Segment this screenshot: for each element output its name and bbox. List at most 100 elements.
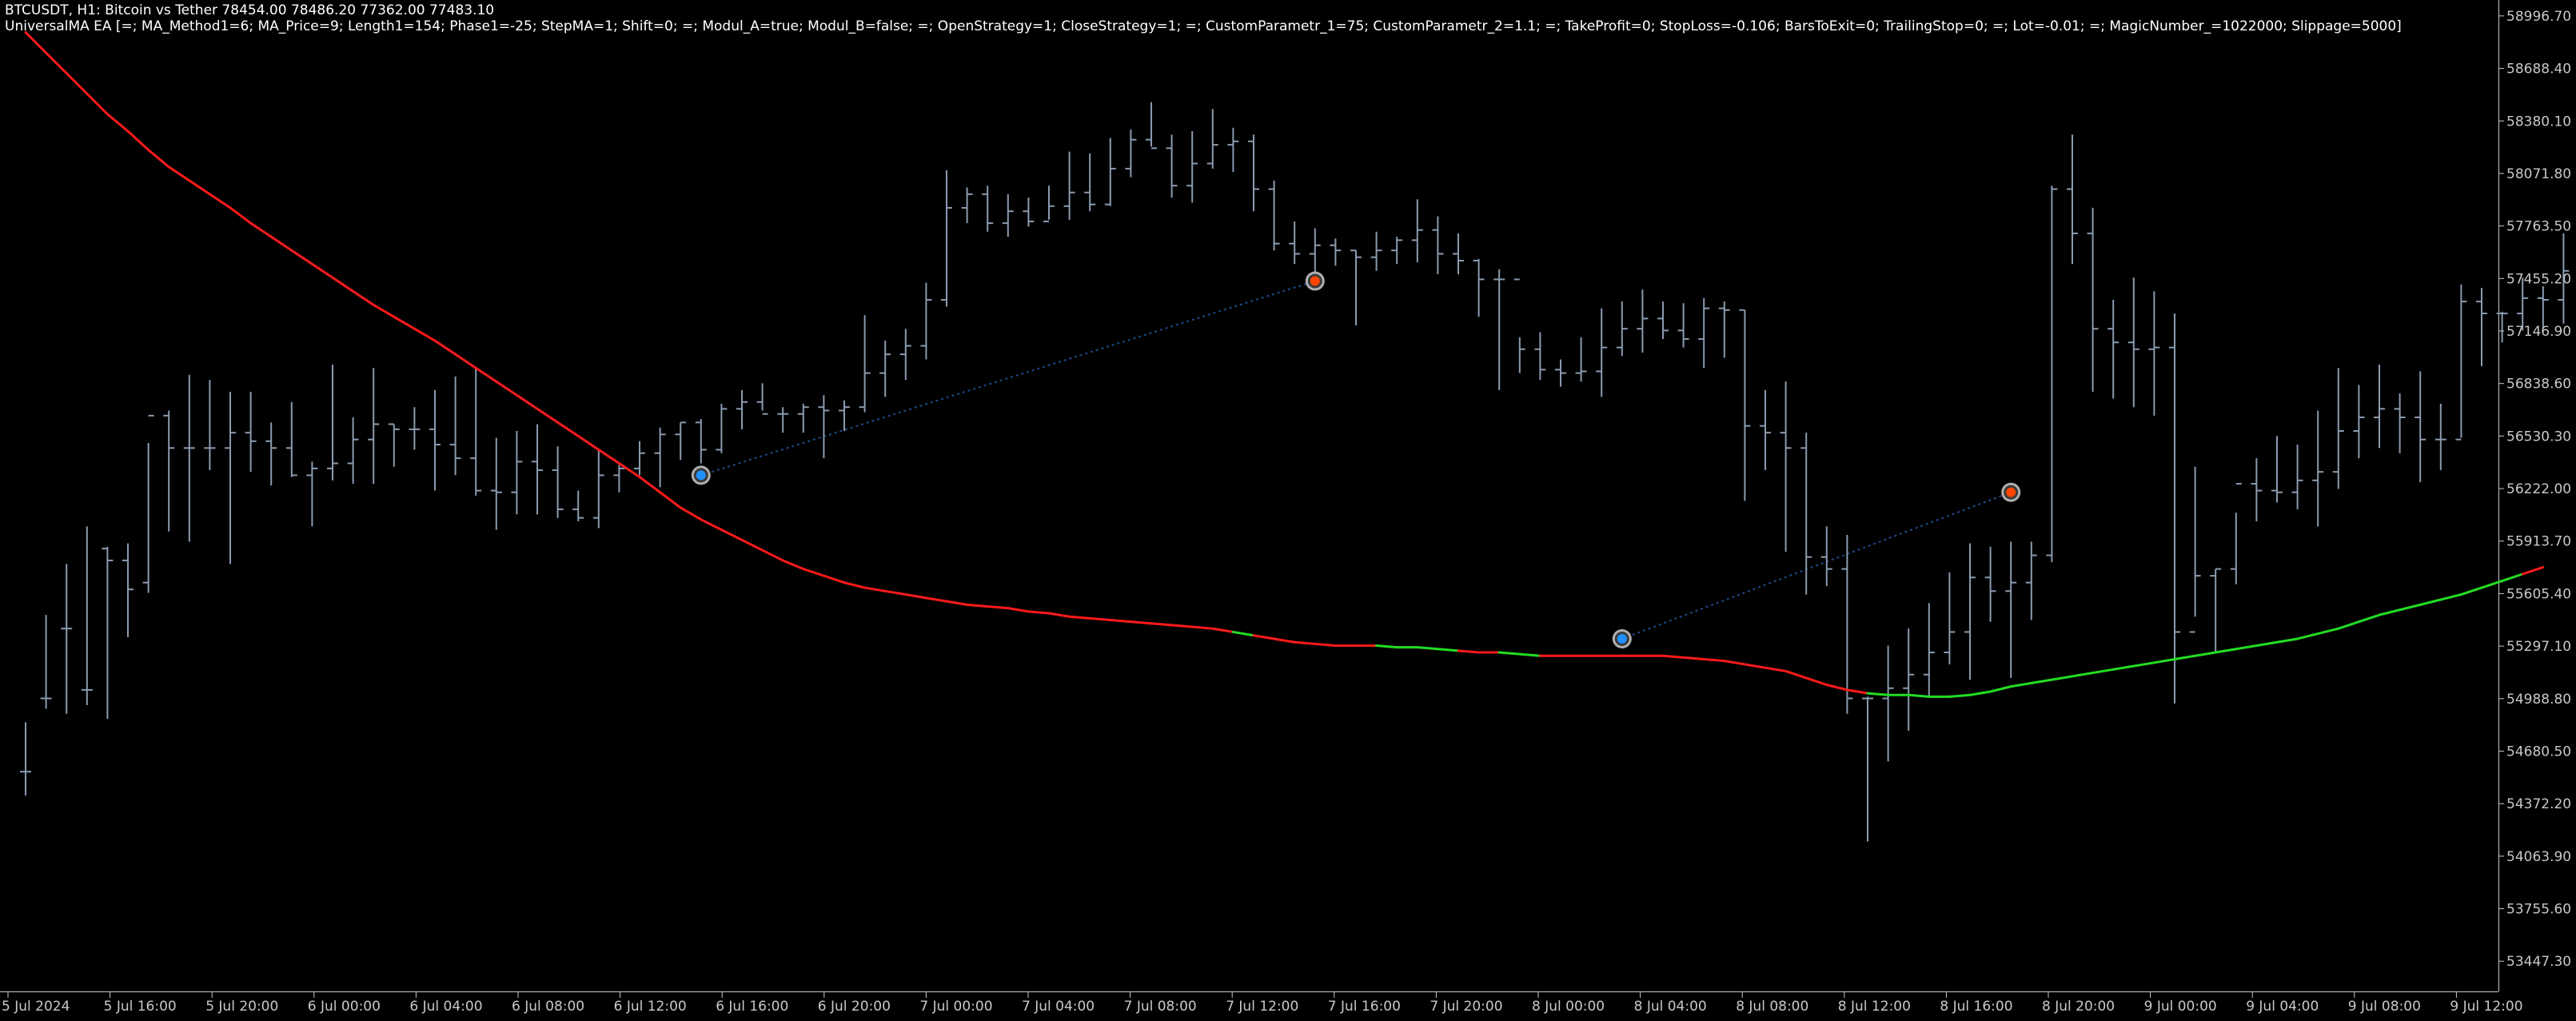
- time-tick-label: 6 Jul 12:00: [614, 999, 687, 1015]
- ohlc-bar: [2067, 134, 2078, 265]
- ma-segment: [208, 193, 232, 209]
- ma-segment: [945, 600, 969, 606]
- ohlc-bar: [797, 403, 809, 433]
- ma-segment: [1068, 615, 1091, 620]
- ma-segment: [1027, 610, 1051, 615]
- ma-segment: [167, 166, 191, 182]
- price-axis[interactable]: 58996.70 58688.40 58380.10 58071.80 57763.50…: [2498, 9, 2571, 970]
- ohlc-bar: [2046, 185, 2058, 563]
- ohlc-bar: [1657, 301, 1669, 339]
- trade-close-marker[interactable]: [1305, 271, 1325, 291]
- ohlc-bar: [368, 368, 380, 485]
- ohlc-bar: [1575, 337, 1587, 382]
- ohlc-bar: [306, 461, 318, 527]
- ma-segment: [1436, 648, 1460, 652]
- ma-segment: [2459, 586, 2483, 596]
- ohlc-bar: [2251, 458, 2263, 521]
- ohlc-bar: [1370, 231, 1382, 271]
- ohlc-bar: [1718, 301, 1730, 358]
- ma-segment: [966, 603, 989, 608]
- ohlc-bar: [327, 364, 338, 481]
- ma-segment: [802, 568, 825, 577]
- trade-close-marker[interactable]: [2001, 482, 2021, 502]
- ma-segment: [413, 327, 437, 342]
- ohlc-bar: [2537, 285, 2549, 329]
- ma-segment: [822, 574, 846, 584]
- ma-segment: [2480, 580, 2504, 589]
- price-tick-label: 55605.40: [2506, 586, 2571, 602]
- ma-segment: [2439, 593, 2462, 601]
- time-tick-label: 6 Jul 00:00: [308, 999, 381, 1015]
- ma-segment: [700, 518, 723, 532]
- ohlc-bar: [2332, 368, 2344, 489]
- ohlc-bar: [142, 414, 154, 593]
- price-tick-label: 56530.30: [2506, 429, 2571, 445]
- ohlc-bar: [879, 341, 891, 397]
- time-tick-label: 5 Jul 2024: [2, 999, 70, 1015]
- ma-segment: [352, 289, 375, 306]
- ma-segment: [331, 276, 355, 293]
- ohlc-bar: [1063, 151, 1075, 220]
- ma-segment: [126, 130, 150, 151]
- ohlc-bar: [532, 424, 543, 515]
- ohlc-bar: [1411, 199, 1423, 263]
- ma-segment: [1743, 663, 1767, 669]
- trade-open-marker[interactable]: [691, 465, 711, 485]
- ohlc-bar: [736, 389, 748, 429]
- ma-segment: [1845, 688, 1869, 695]
- ohlc-bar: [2353, 385, 2365, 459]
- ohlc-bar: [1513, 278, 1525, 373]
- ohlc-bar: [1453, 233, 1464, 275]
- ohlc-bar: [654, 427, 666, 488]
- ohlc-bar: [634, 441, 645, 476]
- time-tick-label: 7 Jul 04:00: [1022, 999, 1095, 1015]
- ma-segment: [1661, 654, 1685, 659]
- ma-segment: [1825, 683, 1848, 692]
- ohlc-bar: [245, 392, 257, 473]
- time-tick-label: 8 Jul 16:00: [1940, 999, 2012, 1015]
- ohlc-bar: [941, 170, 952, 307]
- trade-open-marker[interactable]: [1612, 628, 1632, 648]
- ma-segment: [1190, 625, 1214, 630]
- ma-segment: [2357, 613, 2381, 624]
- time-tick-label: 9 Jul 08:00: [2348, 999, 2421, 1015]
- ma-segment: [2111, 664, 2135, 671]
- ohlc-bar: [1760, 389, 1771, 471]
- time-tick-label: 7 Jul 12:00: [1226, 999, 1298, 1015]
- ohlc-bar: [1206, 109, 1218, 169]
- price-tick-label: 53447.30: [2506, 954, 2571, 970]
- time-tick-label: 8 Jul 00:00: [1532, 999, 1605, 1015]
- price-tick-label: 54372.20: [2506, 796, 2571, 812]
- ohlc-bar: [388, 423, 400, 467]
- marker-dot: [2006, 487, 2016, 497]
- ohlc-bar: [2517, 277, 2529, 331]
- ohlc-bar: [839, 400, 850, 432]
- time-tick-label: 8 Jul 20:00: [2042, 999, 2115, 1015]
- ohlc-bar: [1493, 269, 1505, 390]
- ohlc-bar: [961, 187, 973, 224]
- ma-segment: [474, 366, 498, 383]
- ohlc-bar: [183, 374, 195, 542]
- ohlc-bar: [1289, 221, 1301, 265]
- ohlc-bar: [1739, 309, 1751, 501]
- time-axis[interactable]: 5 Jul 2024 5 Jul 16:00 5 Jul 20:00 6 Jul 00…: [2, 991, 2523, 1015]
- ma-segment: [269, 235, 293, 252]
- price-tick-label: 56222.00: [2506, 481, 2571, 497]
- ma-segment: [2255, 640, 2279, 647]
- ohlc-bar: [1862, 696, 1873, 842]
- ohlc-bar: [204, 380, 216, 471]
- ohlc-bar: [2127, 277, 2139, 408]
- ma-segment: [2173, 654, 2197, 661]
- price-tick-label: 58380.10: [2506, 114, 2571, 130]
- ma-segment: [1804, 676, 1828, 686]
- ma-segment: [2275, 637, 2299, 644]
- ma-segment: [1702, 658, 1726, 663]
- marker-dot: [696, 470, 706, 481]
- trade-markers: [691, 271, 2021, 648]
- ohlc-bar: [347, 417, 359, 485]
- ma-segment: [720, 528, 744, 541]
- ohlc-bar: [1002, 193, 1014, 237]
- time-tick-label: 9 Jul 12:00: [2450, 999, 2522, 1015]
